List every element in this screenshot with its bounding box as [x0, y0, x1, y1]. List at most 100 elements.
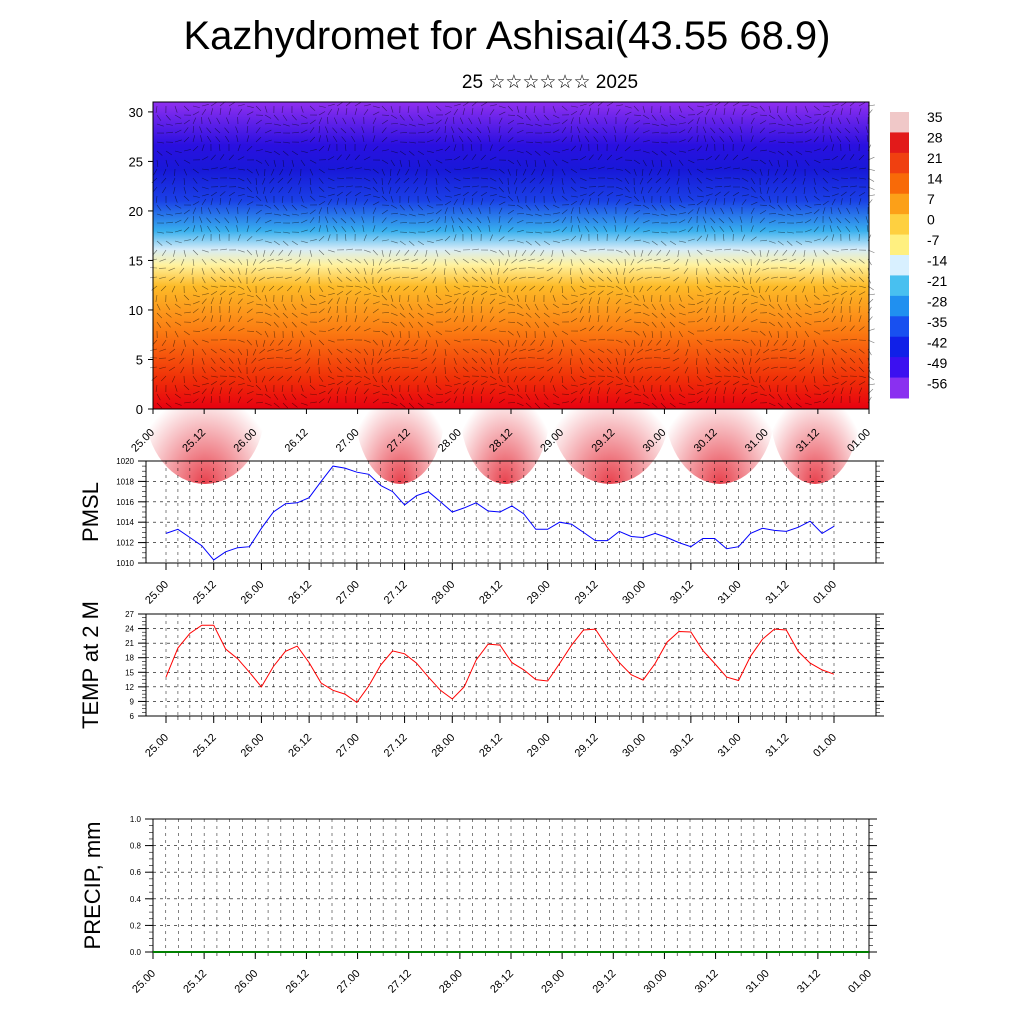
y-axis-label: TEMP at 2 M [78, 601, 103, 729]
colorbar-swatch [890, 295, 909, 317]
x-tick-label: 30.12 [693, 968, 721, 996]
colorbar-swatch [890, 214, 909, 236]
x-tick-label: 26.00 [232, 968, 260, 996]
colorbar-label: -42 [927, 335, 947, 351]
colorbar-label: -56 [927, 376, 947, 392]
x-tick-label: 30.00 [642, 968, 670, 996]
x-tick-label: 25.00 [143, 579, 171, 607]
x-tick-label: 30.12 [668, 579, 696, 607]
x-tick-label: 31.12 [795, 968, 823, 996]
x-tick-label: 27.12 [382, 579, 410, 607]
x-tick-label: 29.00 [525, 579, 553, 607]
x-tick-label: 27.00 [334, 579, 362, 607]
x-tick-label: 01.00 [846, 968, 874, 996]
y-tick-label: 21 [125, 639, 134, 648]
x-tick-label: 27.00 [335, 968, 363, 996]
x-tick-label: 26.12 [286, 732, 314, 760]
y-tick-label: 5 [136, 352, 143, 367]
y-tick-label: 25 [129, 154, 143, 169]
x-tick-label: 01.00 [811, 579, 839, 607]
x-tick-label: 29.12 [590, 968, 618, 996]
x-tick-label: 29.12 [573, 579, 601, 607]
y-tick-label: 1.0 [130, 815, 142, 824]
x-tick-label: 25.12 [181, 968, 209, 996]
x-tick-label: 26.00 [239, 732, 267, 760]
y-tick-label: 18 [125, 654, 134, 663]
x-tick-label: 29.00 [525, 732, 553, 760]
x-tick-label: 25.00 [130, 968, 158, 996]
series-line [165, 465, 835, 561]
colorbar-swatch [890, 173, 909, 195]
x-tick-label: 28.00 [437, 968, 465, 996]
colorbar-swatch [890, 316, 909, 338]
y-tick-label: 0.6 [130, 868, 142, 877]
panel-frame [145, 613, 877, 717]
x-tick-label: 26.12 [286, 579, 314, 607]
y-tick-label: 10 [129, 303, 143, 318]
colorbar-label: -7 [927, 232, 940, 248]
y-tick-label: 1010 [116, 559, 134, 568]
y-tick-label: 1018 [116, 477, 134, 486]
colorbar-label: 0 [927, 212, 935, 228]
y-tick-label: 0.2 [130, 921, 142, 930]
x-tick-label: 28.00 [429, 732, 457, 760]
colorbar-label: 21 [927, 150, 943, 166]
colorbar-swatch [890, 193, 909, 215]
colorbar-label: -28 [927, 294, 947, 310]
colorbar-label: -14 [927, 253, 947, 269]
y-tick-label: 1016 [116, 498, 134, 507]
x-tick-label: 26.12 [283, 427, 311, 455]
x-tick-label: 27.00 [334, 732, 362, 760]
colorbar-swatch [890, 255, 909, 276]
x-tick-label: 31.12 [763, 579, 791, 607]
y-tick-label: 30 [129, 105, 143, 120]
y-tick-label: 15 [125, 668, 134, 677]
colorbar-swatch [890, 357, 909, 379]
colorbar-label: -49 [927, 355, 947, 371]
colorbar-swatch [890, 234, 909, 256]
colorbar-label: 14 [927, 171, 943, 187]
y-tick-label: 6 [130, 712, 135, 721]
y-tick-label: 1014 [116, 518, 134, 527]
x-tick-label: 25.12 [191, 732, 219, 760]
colorbar-label: -35 [927, 314, 947, 330]
colorbar-label: 7 [927, 191, 935, 207]
x-tick-label: 28.12 [477, 579, 505, 607]
colorbar-swatch [890, 275, 909, 297]
x-tick-label: 29.12 [573, 732, 601, 760]
x-tick-label: 25.12 [191, 579, 219, 607]
colorbar-label: 35 [927, 109, 943, 125]
y-tick-label: 20 [129, 204, 143, 219]
y-axis-label: PRECIP, mm [80, 822, 105, 950]
y-tick-label: 0.8 [130, 842, 142, 851]
x-tick-label: 28.12 [488, 968, 516, 996]
x-tick-label: 31.12 [763, 732, 791, 760]
colorbar-swatch [890, 112, 909, 133]
chart-subtitle: 25 ☆☆☆☆☆☆ 2025 [461, 72, 639, 93]
y-tick-label: 1012 [116, 539, 134, 548]
wind-barbs [149, 101, 875, 409]
y-tick-label: 1020 [116, 457, 134, 466]
x-tick-label: 27.12 [382, 732, 410, 760]
x-tick-label: 30.00 [620, 579, 648, 607]
x-tick-label: 01.00 [811, 732, 839, 760]
y-tick-label: 12 [125, 683, 134, 692]
y-tick-label: 0.0 [130, 948, 142, 957]
colorbar-swatch [890, 377, 909, 399]
chart-title: Kazhydromet for Ashisai(43.55 68.9) [183, 14, 831, 58]
x-tick-label: 31.00 [716, 732, 744, 760]
series-line [165, 624, 835, 704]
x-tick-label: 30.00 [620, 732, 648, 760]
y-tick-label: 24 [125, 625, 134, 634]
colorbar-label: 28 [927, 130, 943, 146]
y-tick-label: 15 [129, 253, 143, 268]
x-tick-label: 29.00 [539, 968, 567, 996]
x-tick-label: 27.12 [386, 968, 414, 996]
x-tick-label: 28.12 [477, 732, 505, 760]
y-tick-label: 0 [136, 402, 143, 417]
y-axis-label: PMSL [78, 482, 103, 542]
x-tick-label: 30.12 [668, 732, 696, 760]
x-tick-label: 26.00 [239, 579, 267, 607]
x-tick-label: 31.00 [744, 968, 772, 996]
colorbar-swatch [890, 152, 909, 174]
